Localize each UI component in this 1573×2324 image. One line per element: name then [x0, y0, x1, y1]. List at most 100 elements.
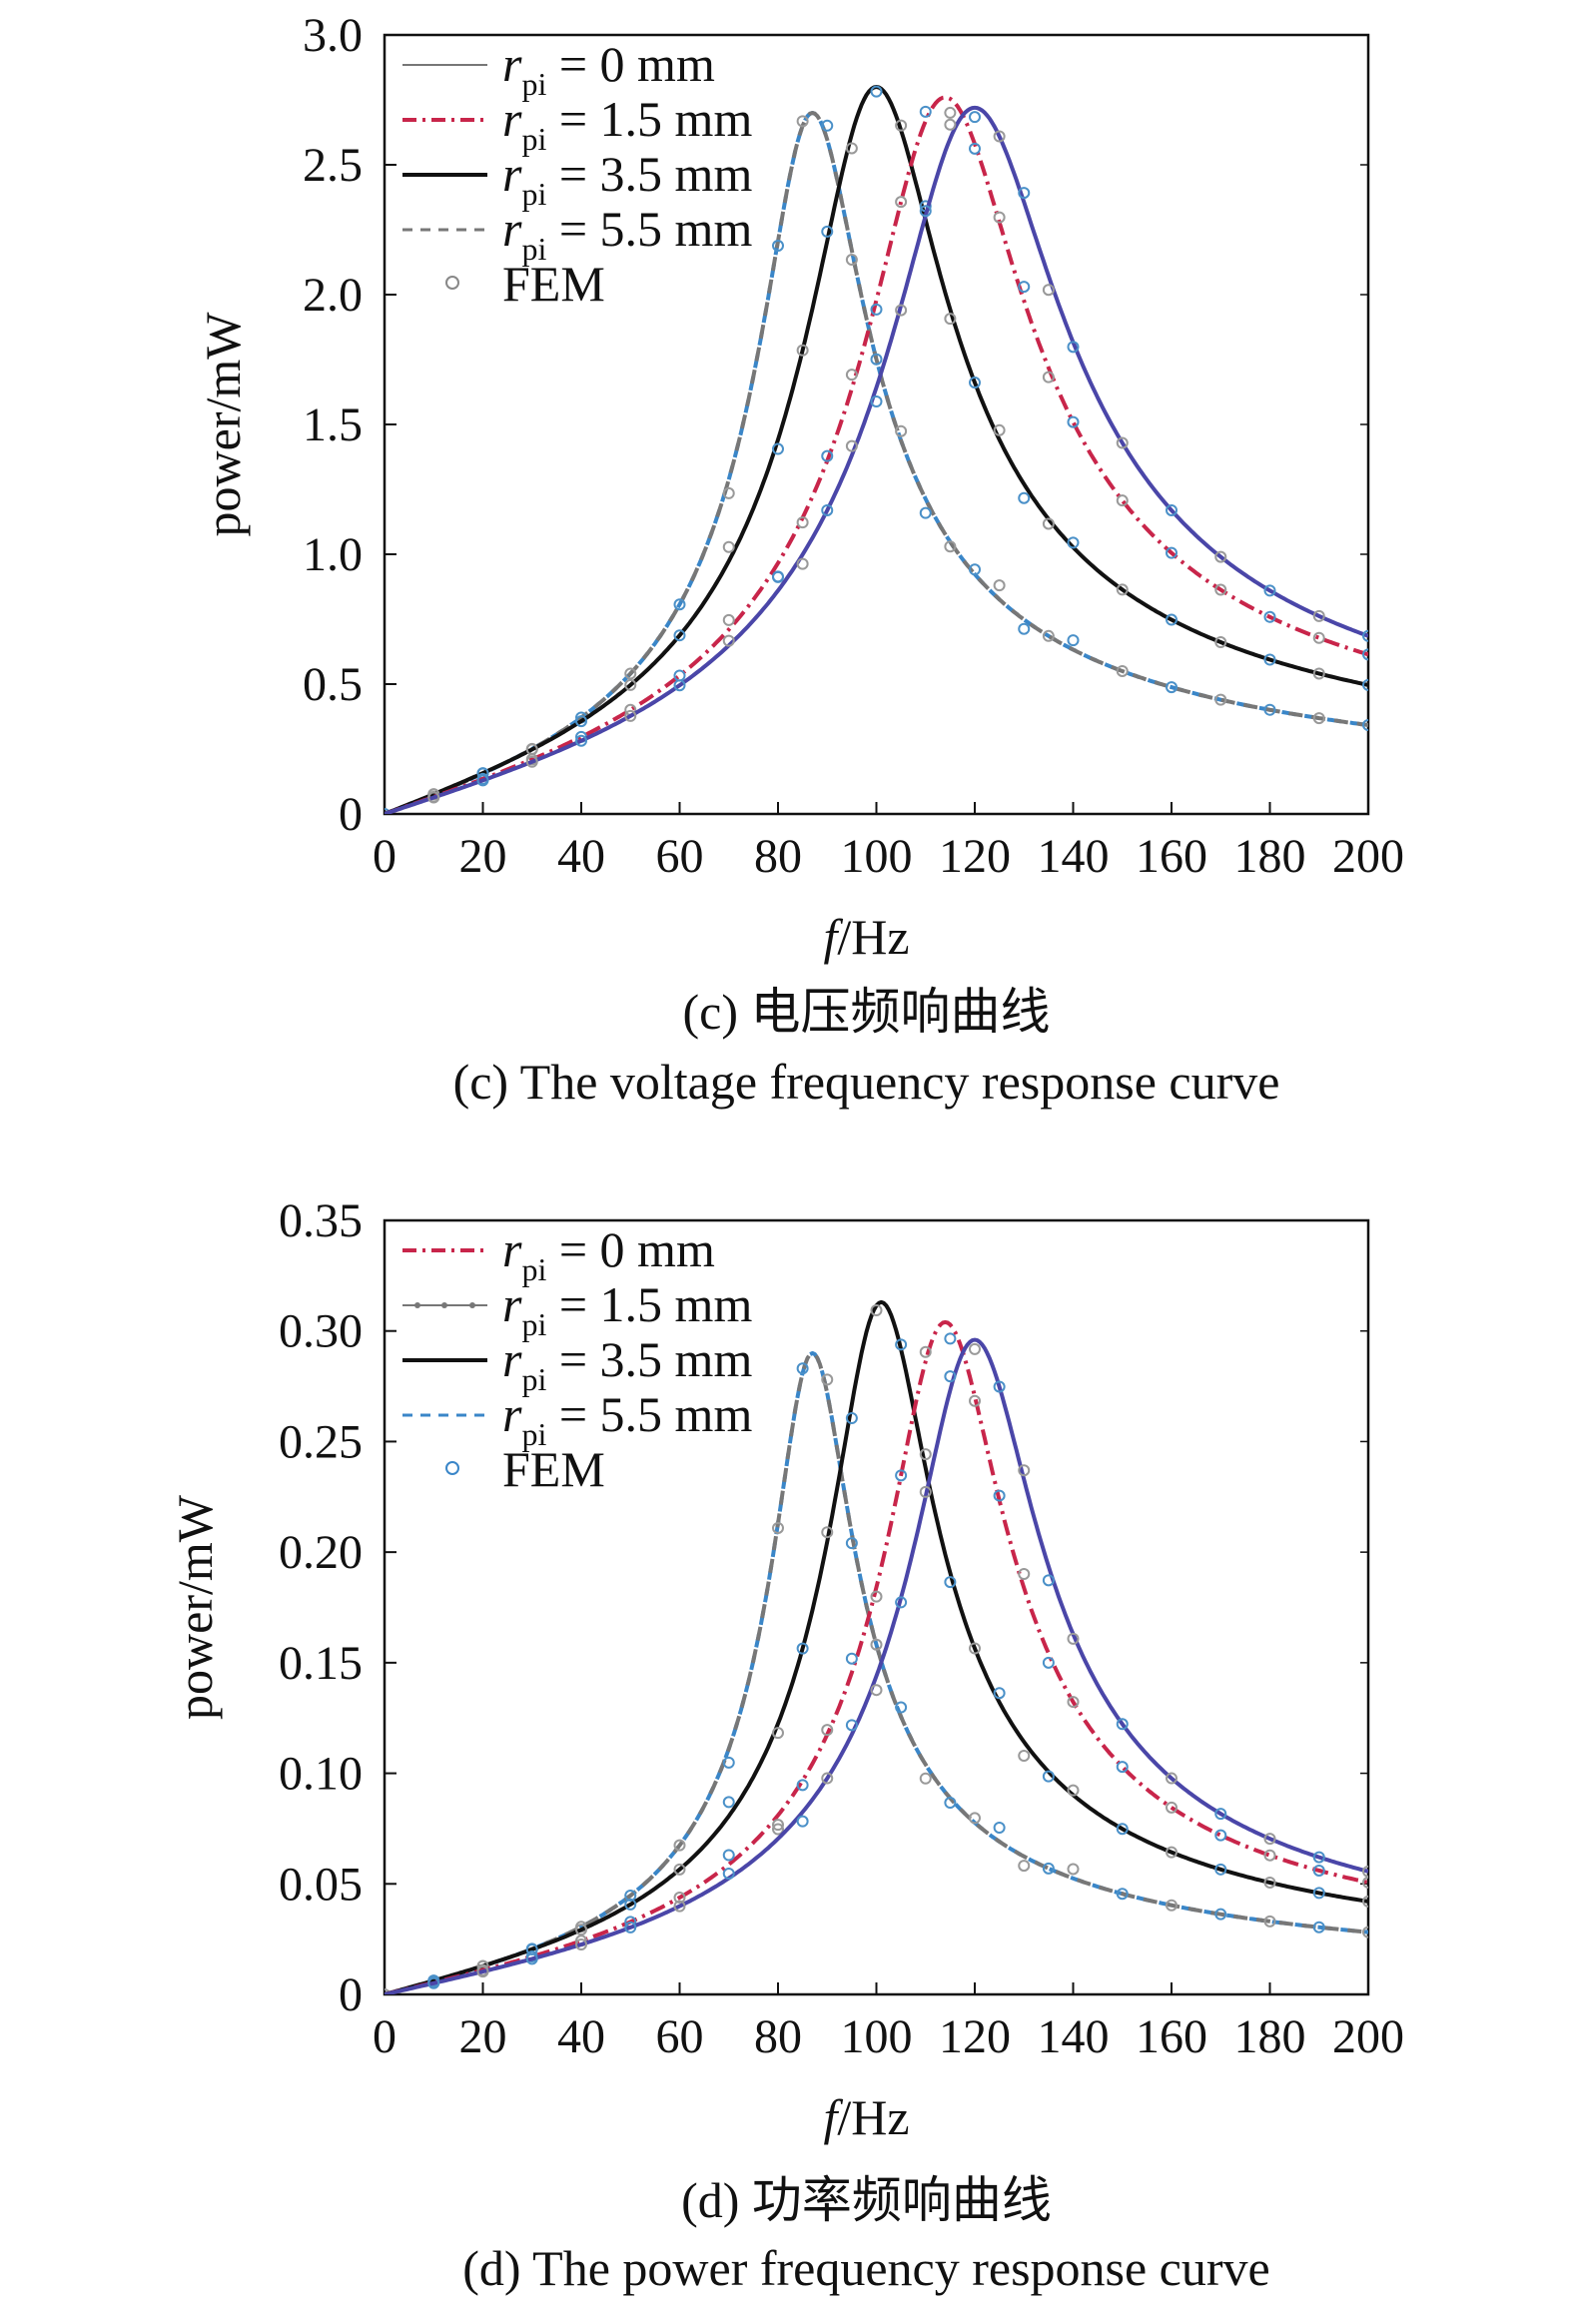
y-tick-label: 2.5 — [303, 139, 363, 192]
fem-point — [895, 196, 908, 209]
fem-point — [895, 1701, 908, 1714]
x-tick-label: 100 — [841, 2010, 913, 2063]
fem-point — [673, 1900, 686, 1913]
legend-label-1: rpi = 1.5 mm — [502, 91, 752, 157]
x-tick-label: 200 — [1332, 2010, 1404, 2063]
fem-point — [944, 106, 957, 119]
fem-point — [673, 1892, 686, 1905]
fem-point — [796, 1779, 809, 1792]
fem-point — [944, 1576, 957, 1589]
caption-cn: (c) 电压频响曲线 — [683, 984, 1051, 1040]
legend-text: = 1.5 mm — [546, 91, 752, 147]
series-line-3 — [385, 1337, 1368, 1994]
fem-point — [969, 1342, 981, 1355]
legend-var: r — [502, 1331, 522, 1387]
fem-point — [870, 1638, 883, 1651]
fem-point — [1116, 1888, 1129, 1901]
y-tick-label: 2.0 — [303, 269, 363, 322]
fem-point — [1116, 494, 1129, 507]
fem-point — [821, 1526, 834, 1539]
fem-point — [722, 540, 735, 553]
x-tick-label: 100 — [841, 830, 913, 883]
fem-point — [944, 1797, 957, 1810]
fem-point — [427, 791, 440, 804]
x-tick-label: 20 — [459, 2010, 507, 2063]
legend-label-3: rpi = 5.5 mm — [502, 201, 752, 267]
fem-point — [1116, 664, 1129, 677]
legend-var: r — [502, 91, 522, 147]
fem-point — [772, 1823, 784, 1836]
fem-point — [673, 629, 686, 642]
fem-point — [1116, 583, 1129, 596]
fem-point — [1312, 1864, 1325, 1877]
fem-point — [1042, 371, 1055, 384]
fem-point — [1263, 584, 1276, 597]
fem-point — [845, 369, 858, 382]
y-tick-label: 0 — [339, 1968, 363, 2021]
fem-point — [1263, 610, 1276, 623]
legend-sub: pi — [521, 1251, 546, 1287]
legend-text: = 0 mm — [546, 1221, 715, 1277]
plot-area — [385, 1299, 1368, 1994]
fem-point — [845, 1652, 858, 1665]
fem-point — [919, 506, 932, 519]
fem-point — [722, 1867, 735, 1880]
fem-point — [919, 1448, 932, 1461]
legend-var: r — [502, 201, 522, 257]
fem-point — [1362, 678, 1368, 691]
fem-point — [1042, 1656, 1055, 1669]
fem-point — [1263, 653, 1276, 666]
fem-point — [1042, 1574, 1055, 1587]
fem-point — [895, 424, 908, 437]
fem-point — [1067, 1863, 1080, 1876]
fem-point — [821, 1724, 834, 1737]
legend-marker-fem — [445, 1461, 459, 1475]
series-line-0 — [385, 111, 1368, 814]
series-line-3 — [385, 105, 1368, 814]
legend-label-3: rpi = 5.5 mm — [502, 1386, 752, 1452]
legend-var: r — [502, 146, 522, 202]
fem-point — [944, 313, 957, 326]
y-tick-label: 1.0 — [303, 528, 363, 581]
fem-point — [1263, 703, 1276, 716]
legend-label-4: FEM — [502, 256, 605, 312]
fem-point — [845, 439, 858, 452]
legend-sub: pi — [521, 1416, 546, 1452]
fem-point — [772, 240, 784, 253]
fem-point — [1312, 631, 1325, 644]
fem-point — [722, 486, 735, 499]
fem-point — [1214, 693, 1227, 706]
fem-point — [1042, 1770, 1055, 1783]
fem-point — [722, 634, 735, 647]
fem-point — [1018, 1860, 1031, 1873]
fem-point — [772, 1819, 784, 1832]
legend-text: = 3.5 mm — [546, 1331, 752, 1387]
fem-point — [1042, 629, 1055, 642]
series-line-0-alt — [385, 111, 1368, 814]
fem-point — [624, 1921, 637, 1934]
fem-point — [1116, 436, 1129, 449]
fem-point — [845, 1719, 858, 1732]
y-tick-label: 1.5 — [303, 398, 363, 451]
x-tick-label: 140 — [1038, 2010, 1110, 2063]
fem-point — [796, 516, 809, 529]
fem-point — [1263, 1849, 1276, 1862]
legend-sub: pi — [521, 121, 546, 157]
fem-point — [1312, 1921, 1325, 1934]
fem-point — [1263, 1833, 1276, 1846]
fem-point — [1166, 613, 1178, 626]
x-tick-label: 180 — [1234, 830, 1306, 883]
fem-point — [1312, 1851, 1325, 1864]
legend-marker-fem — [445, 276, 459, 290]
x-tick-label: 60 — [656, 830, 704, 883]
fem-point — [722, 1796, 735, 1809]
y-tick-label: 0.35 — [279, 1194, 363, 1247]
x-axis-label-unit: /Hz — [837, 2089, 909, 2145]
y-axis-label: power/mW — [195, 312, 251, 537]
fem-point — [1067, 1784, 1080, 1797]
fem-point — [1362, 1895, 1368, 1908]
fem-point — [1214, 1829, 1227, 1842]
fem-point — [1018, 1464, 1031, 1477]
fem-point — [1166, 1846, 1178, 1859]
fem-point — [1166, 546, 1178, 559]
